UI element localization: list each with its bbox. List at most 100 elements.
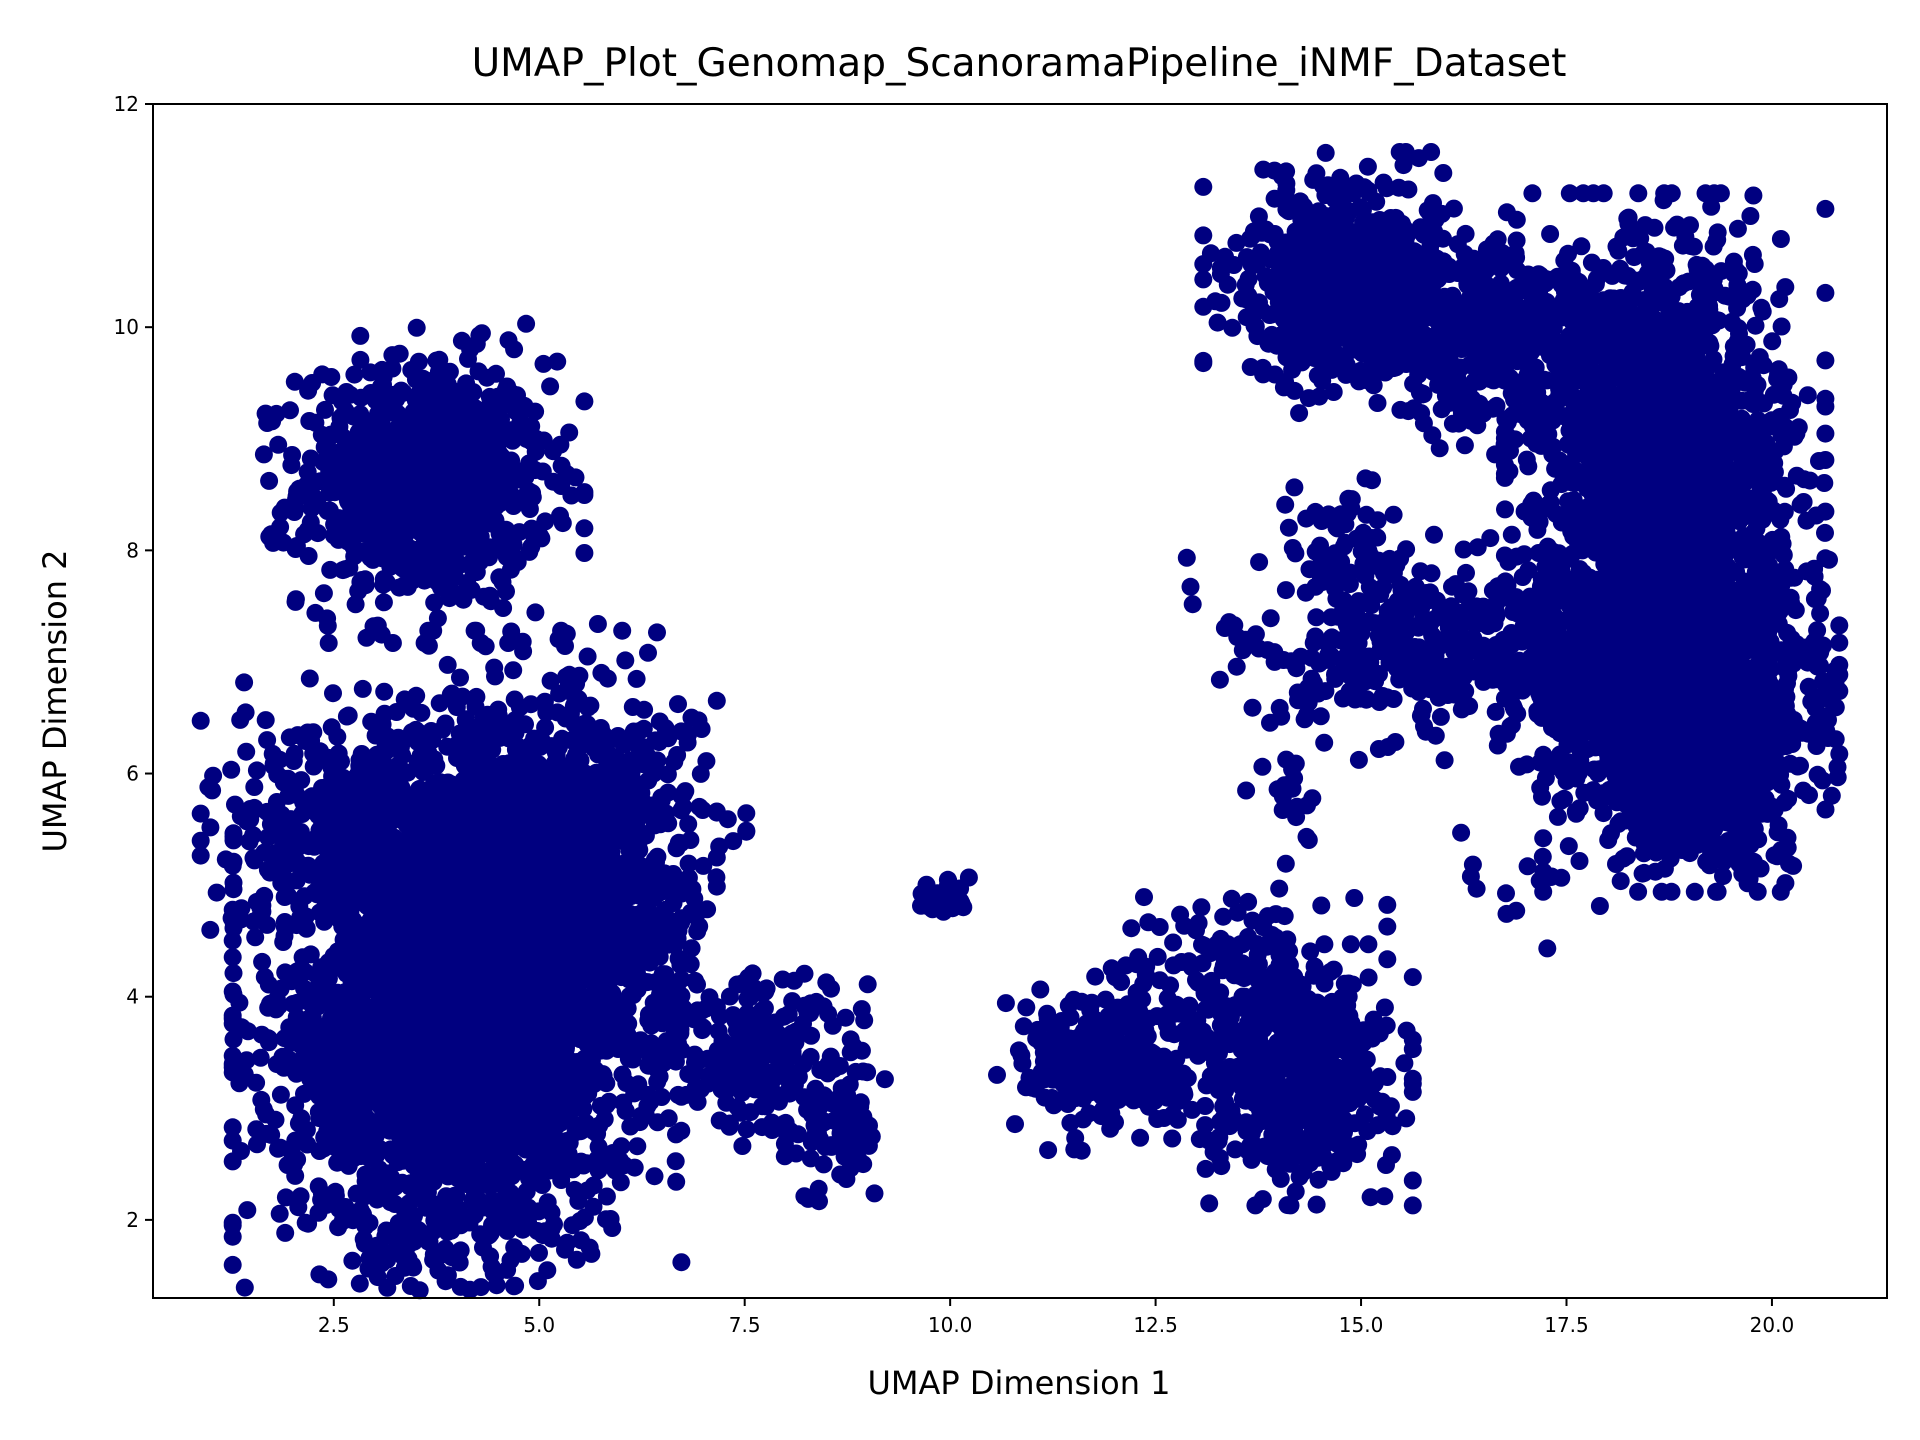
scatter-point <box>427 351 446 370</box>
scatter-point <box>486 497 505 516</box>
scatter-point <box>406 489 425 508</box>
scatter-point <box>276 1223 295 1242</box>
scatter-point <box>412 391 431 409</box>
scatter-point <box>406 1109 425 1128</box>
scatter-point <box>597 1210 615 1229</box>
scatter-point <box>269 845 288 864</box>
scatter-point <box>223 1014 242 1033</box>
scatter-point <box>377 1062 396 1081</box>
scatter-point <box>459 1142 478 1161</box>
scatter-point <box>552 477 571 495</box>
scatter-point <box>347 503 366 522</box>
scatter-point <box>283 446 302 464</box>
scatter-point <box>330 958 349 977</box>
scatter-point <box>387 703 406 721</box>
scatter-point <box>464 477 483 496</box>
scatter-point <box>494 599 513 617</box>
scatter-point <box>467 1172 486 1191</box>
scatter-point <box>286 540 305 558</box>
scatter-point <box>400 561 419 580</box>
scatter-point <box>257 1105 276 1124</box>
scatter-point <box>224 1030 243 1049</box>
scatter-point <box>367 1236 386 1255</box>
scatter-point <box>532 529 551 548</box>
scatter-point <box>679 815 698 834</box>
scatter-point <box>465 1205 484 1224</box>
scatter-point <box>258 731 277 750</box>
scatter-point <box>341 385 360 404</box>
scatter-point <box>201 920 220 939</box>
scatter-point <box>451 1277 470 1296</box>
scatter-point <box>538 1261 557 1280</box>
scatter-point <box>428 1047 447 1066</box>
scatter-point <box>645 1167 664 1186</box>
scatter-point <box>451 977 470 996</box>
scatter-point <box>433 720 452 739</box>
scatter-point <box>575 519 594 538</box>
scatter-point <box>334 1211 353 1230</box>
scatter-point <box>400 1177 419 1196</box>
scatter-point <box>398 1066 417 1085</box>
scatter-point <box>319 634 338 652</box>
scatter-point <box>329 530 348 549</box>
scatter-point <box>449 509 468 528</box>
scatter-point <box>301 945 320 964</box>
scatter-point <box>351 1201 370 1220</box>
scatter-point <box>423 1074 442 1093</box>
scatter-point <box>372 377 390 396</box>
scatter-point <box>484 1264 503 1283</box>
scatter-point <box>504 661 523 680</box>
scatter-point <box>224 873 243 892</box>
scatter-point <box>630 1113 649 1132</box>
scatter-point <box>236 703 255 722</box>
scatter-point <box>319 748 338 767</box>
scatter-point <box>415 375 434 394</box>
scatter-point <box>521 1095 540 1113</box>
scatter-point <box>611 1173 630 1192</box>
scatter-point <box>347 1007 366 1026</box>
scatter-point <box>538 1193 557 1212</box>
scatter-point <box>397 1140 415 1159</box>
scatter-point <box>314 584 333 603</box>
scatter-point <box>447 449 466 468</box>
scatter-point <box>367 996 386 1015</box>
scatter-point <box>308 1062 327 1081</box>
scatter-point <box>447 1204 466 1223</box>
scatter-point <box>438 655 457 674</box>
scatter-point <box>421 916 440 935</box>
scatter-point <box>498 377 517 396</box>
scatter-point <box>425 593 444 612</box>
scatter-point <box>421 886 440 905</box>
scatter-point <box>409 1048 427 1066</box>
scatter-point <box>309 1203 328 1222</box>
scatter-point <box>486 430 505 449</box>
scatter-point <box>409 352 428 371</box>
scatter-point <box>296 962 315 981</box>
scatter-point <box>412 703 431 722</box>
scatter-point <box>245 778 264 796</box>
scatter-point <box>481 1247 500 1266</box>
scatter-point <box>410 780 429 798</box>
scatter-point <box>485 658 504 677</box>
scatter-point <box>341 461 360 480</box>
scatter-point <box>451 1241 470 1260</box>
scatter-point <box>425 999 444 1018</box>
scatter-point <box>357 628 376 647</box>
scatter-point <box>312 1022 331 1041</box>
scatter-point <box>402 896 421 915</box>
scatter-point <box>376 502 395 521</box>
scatter-point <box>235 1065 254 1084</box>
scatter-point <box>350 1274 369 1293</box>
scatter-point <box>256 711 275 730</box>
scatter-point <box>625 1158 644 1177</box>
scatter-point <box>441 540 460 559</box>
scatter-point <box>466 507 484 526</box>
scatter-point <box>223 1255 242 1274</box>
scatter-point <box>395 1085 414 1104</box>
scatter-point <box>419 974 438 993</box>
scatter-point <box>541 377 560 396</box>
scatter-point <box>222 909 241 928</box>
scatter-point <box>405 956 424 975</box>
scatter-point <box>260 471 279 490</box>
scatter-point <box>319 1270 338 1289</box>
